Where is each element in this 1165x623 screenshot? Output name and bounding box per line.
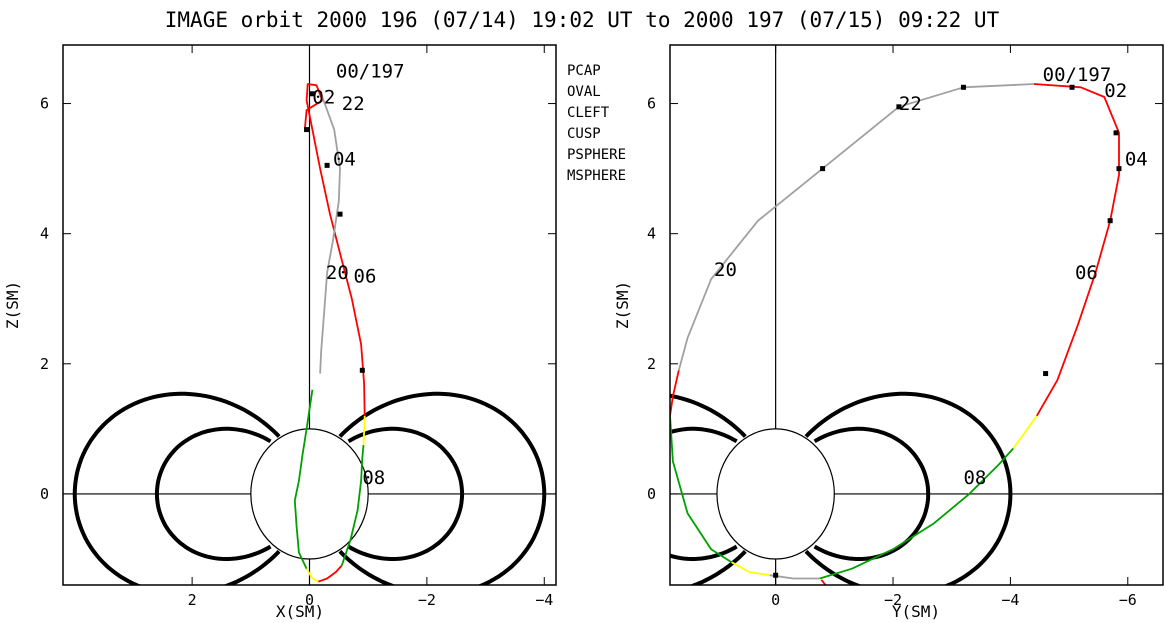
time-label: 04 <box>1125 148 1148 170</box>
orbit-segment <box>1012 415 1038 449</box>
legend-psphere: PSPHERE <box>567 147 626 163</box>
time-label: 06 <box>1075 262 1098 284</box>
orbit-marker <box>1116 166 1122 172</box>
figure-title: IMAGE orbit 2000 196 (07/14) 19:02 UT to… <box>165 8 1000 32</box>
orbit-marker <box>960 84 966 90</box>
legend-oval: OVAL <box>567 84 601 100</box>
legend-pcap: PCAP <box>567 63 601 79</box>
time-label: 08 <box>362 467 385 489</box>
plot-frame <box>669 44 1164 586</box>
y-tick-label: 2 <box>647 355 656 373</box>
legend-cleft: CLEFT <box>567 105 610 121</box>
earth <box>250 428 369 560</box>
time-label: 00/197 <box>1043 64 1112 86</box>
time-label: 08 <box>963 467 986 489</box>
earth-circle <box>716 428 835 560</box>
orbit-segment <box>340 445 365 566</box>
x-axis-label: X(SM) <box>276 602 324 621</box>
x-ticks: 0 −2 −4 −6 <box>771 45 1137 609</box>
orbit-segment <box>293 500 308 570</box>
legend-cusp: CUSP <box>567 126 601 142</box>
time-label: 22 <box>342 93 365 115</box>
orbit-segment <box>670 370 680 416</box>
orbit-track <box>670 83 1120 585</box>
x-tick-label: 0 <box>305 591 314 609</box>
field-line <box>670 426 738 561</box>
orbit-marker <box>324 162 330 168</box>
x-tick-label: −4 <box>1001 591 1019 609</box>
y-tick-label: 6 <box>40 95 49 113</box>
orbit-segment <box>677 83 1034 371</box>
orbit-segment <box>731 561 770 577</box>
time-label: 20 <box>326 262 349 284</box>
orbit-segment <box>820 579 827 585</box>
legend-msphere: MSPHERE <box>567 168 626 184</box>
y-axis-label: Z(SM) <box>3 281 22 329</box>
x-tick-label: −2 <box>418 591 436 609</box>
x-tick-label: −4 <box>535 591 553 609</box>
orbit-marker <box>337 211 343 217</box>
orbit-marker <box>1107 218 1113 224</box>
y-tick-label: 2 <box>40 355 49 373</box>
x-tick-label: −2 <box>884 591 902 609</box>
orbit-segment <box>362 415 366 446</box>
orbit-marker <box>309 91 315 97</box>
y-tick-label: 4 <box>40 225 49 243</box>
y-axis-label: Z(SM) <box>613 281 632 329</box>
y-ticks: 0 2 4 6 <box>647 95 1163 503</box>
orbit-segment <box>1033 83 1120 417</box>
orbit-marker <box>773 572 779 578</box>
time-label: 06 <box>354 265 377 287</box>
orbit-marker <box>304 127 310 133</box>
orbit-segment <box>670 415 733 563</box>
orbit-segment <box>293 389 314 501</box>
orbit-marker <box>1069 84 1075 90</box>
x-ticks: 2 0 −2 −4 <box>188 45 553 609</box>
x-tick-label: 0 <box>771 591 780 609</box>
y-ticks: 0 2 4 6 <box>40 95 556 503</box>
orbit-segment <box>303 83 366 416</box>
y-tick-label: 0 <box>40 485 49 503</box>
orbit-segment <box>305 568 319 583</box>
orbit-segment <box>317 564 343 583</box>
x-tick-label: 2 <box>188 591 197 609</box>
y-tick-label: 6 <box>647 95 656 113</box>
legend: PCAP OVAL CLEFT CUSP PSPHERE MSPHERE <box>567 63 626 184</box>
time-label: 22 <box>899 93 922 115</box>
earth <box>716 428 835 560</box>
time-label: 02 <box>312 87 335 109</box>
y-tick-label: 4 <box>647 225 656 243</box>
time-label: 02 <box>1104 80 1127 102</box>
orbit-marker <box>359 367 365 373</box>
orbit-markers <box>773 84 1122 578</box>
orbit-marker <box>896 104 902 110</box>
orbit-markers <box>304 91 365 373</box>
orbit-segment <box>319 93 341 374</box>
x-tick-label: −6 <box>1119 591 1137 609</box>
orbit-segment <box>819 447 1014 580</box>
x-axis-label: Y(SM) <box>892 602 940 621</box>
orbit-marker <box>1043 371 1049 377</box>
earth-circle <box>250 428 369 560</box>
time-label: 00/197 <box>336 61 405 83</box>
time-label: 20 <box>714 259 737 281</box>
y-tick-label: 0 <box>647 485 656 503</box>
orbit-marker <box>820 166 826 172</box>
orbit-track <box>293 83 366 583</box>
time-label: 04 <box>333 148 356 170</box>
orbit-marker <box>1113 130 1119 136</box>
